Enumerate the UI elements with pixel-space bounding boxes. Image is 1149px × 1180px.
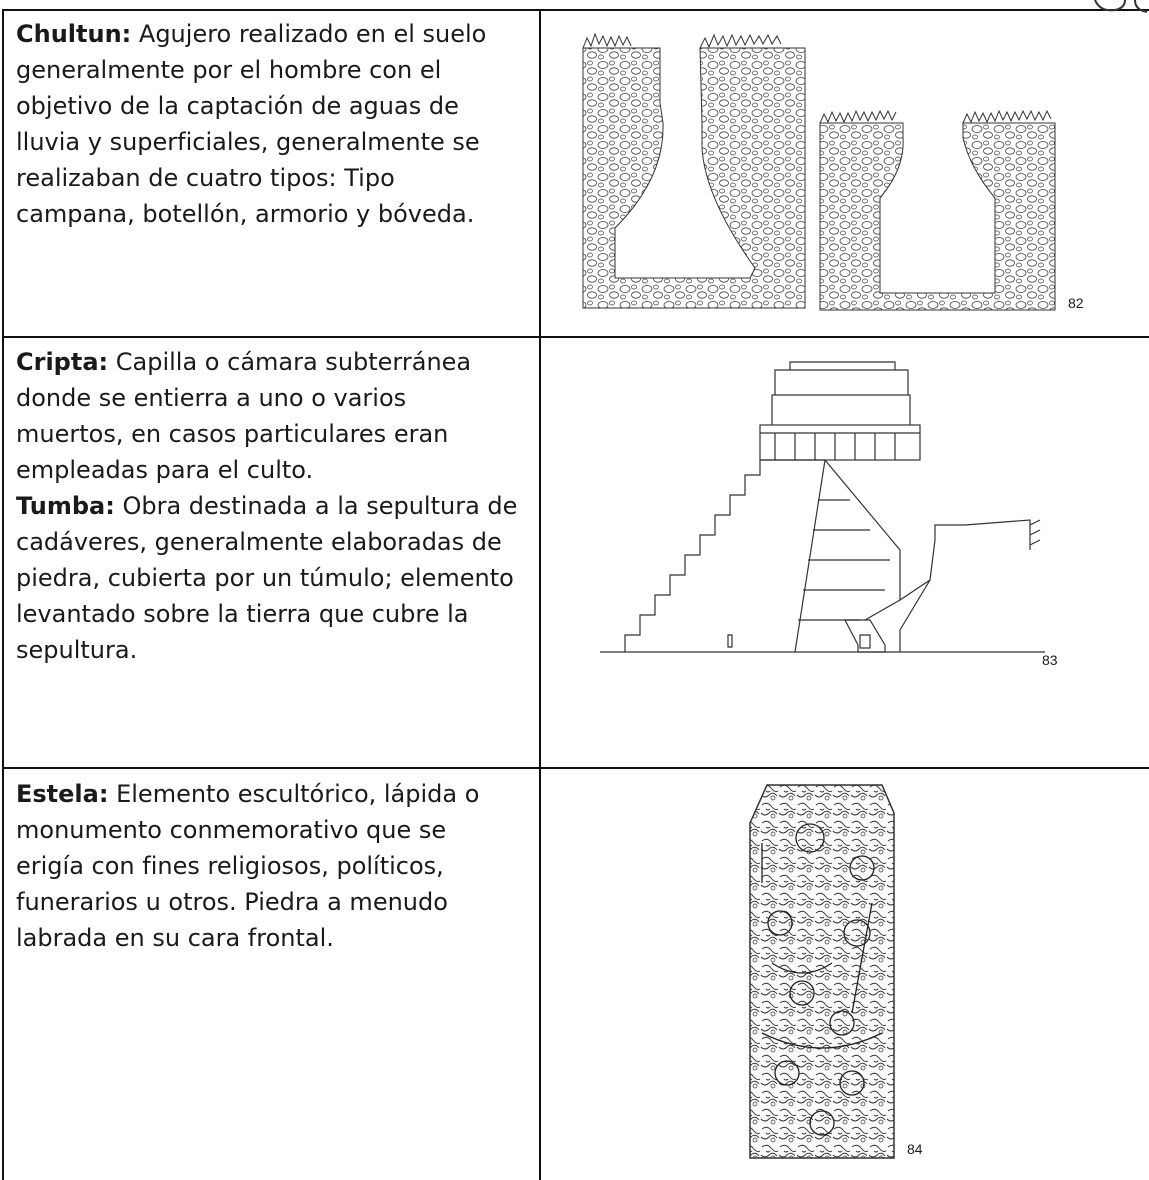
table-border bbox=[539, 9, 541, 1180]
cell-text: Cripta: Capilla o cámara subterránea don… bbox=[16, 344, 521, 668]
stela-drawing bbox=[749, 784, 895, 1159]
table-border bbox=[2, 9, 4, 1180]
entry: Cripta: Capilla o cámara subterránea don… bbox=[16, 344, 521, 488]
term: Chultun: bbox=[16, 20, 132, 48]
definition: Capilla o cámara subterránea donde se en… bbox=[16, 348, 472, 484]
image-number: 84 bbox=[907, 1141, 923, 1157]
entry: Chultun: Agujero realizado en el suelo g… bbox=[16, 16, 521, 232]
crypt-drawing bbox=[600, 361, 1045, 653]
definition: Obra destinada a la sepultura de cadáver… bbox=[16, 492, 518, 664]
corner-decoration bbox=[1094, 0, 1148, 13]
image-number: 82 bbox=[1068, 295, 1084, 311]
term: Estela: bbox=[16, 780, 109, 808]
cell-text: Estela: Elemento escultórico, lápida o m… bbox=[16, 776, 521, 956]
term: Cripta: bbox=[16, 348, 109, 376]
cell-text: Chultun: Agujero realizado en el suelo g… bbox=[16, 16, 521, 232]
term: Tumba: bbox=[16, 492, 115, 520]
image-number: 83 bbox=[1042, 652, 1058, 668]
entry: Estela: Elemento escultórico, lápida o m… bbox=[16, 776, 521, 956]
table-border bbox=[2, 767, 1149, 769]
entry: Tumba: Obra destinada a la sepultura de … bbox=[16, 488, 521, 668]
table-border bbox=[2, 336, 1149, 338]
definition: Agujero realizado en el suelo generalmen… bbox=[16, 20, 487, 228]
chultun-drawing bbox=[582, 32, 1056, 311]
table-border bbox=[2, 9, 1149, 11]
definition: Elemento escultórico, lápida o monumento… bbox=[16, 780, 480, 952]
